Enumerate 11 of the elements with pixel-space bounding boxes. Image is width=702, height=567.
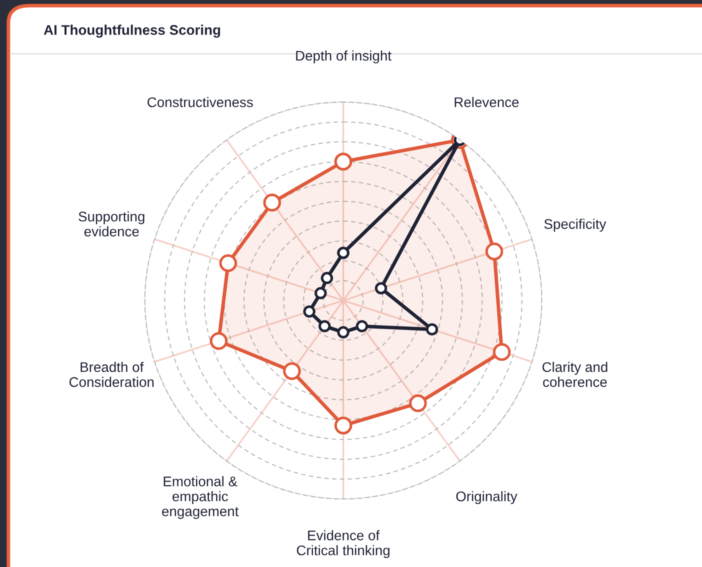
spoke-label: Relevence — [454, 96, 519, 108]
spoke-label: Emotional & empathic engagement — [162, 476, 239, 520]
spoke-label: Evidence of Critical thinking — [296, 530, 390, 558]
chart-title: AI Thoughtfulness Scoring — [44, 24, 220, 38]
spoke-label: Clarity and coherence — [542, 362, 608, 387]
spoke-label: Supporting evidence — [78, 211, 144, 236]
spoke-label: Constructiveness — [148, 96, 253, 108]
spoke-label: Breadth of Consideration — [69, 362, 154, 387]
spoke-label: Specificity — [544, 218, 606, 232]
spoke-label: Originality — [456, 491, 518, 504]
spoke-label: Depth of insight — [296, 50, 392, 64]
